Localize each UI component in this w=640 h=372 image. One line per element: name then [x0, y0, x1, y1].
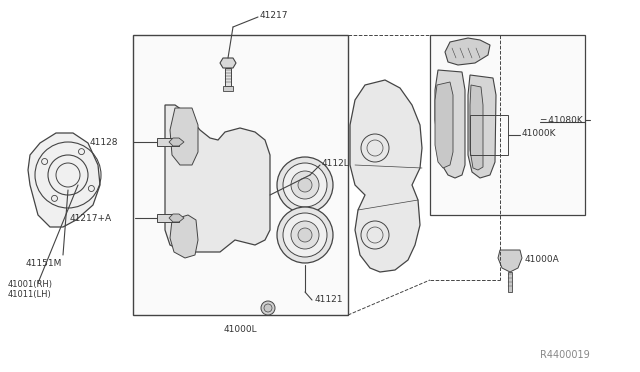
Bar — [225, 68, 231, 86]
Circle shape — [261, 301, 275, 315]
Circle shape — [298, 228, 312, 242]
Polygon shape — [169, 138, 184, 146]
Polygon shape — [468, 75, 496, 178]
Polygon shape — [498, 250, 522, 272]
Circle shape — [277, 157, 333, 213]
Polygon shape — [28, 133, 100, 227]
Circle shape — [291, 171, 319, 199]
Circle shape — [298, 178, 312, 192]
Bar — [470, 115, 508, 155]
Circle shape — [283, 213, 327, 257]
Polygon shape — [445, 38, 490, 65]
Polygon shape — [435, 82, 453, 168]
Text: 41000A: 41000A — [525, 256, 560, 264]
Polygon shape — [350, 80, 422, 272]
Text: 41217: 41217 — [260, 10, 289, 19]
Text: 41151M: 41151M — [26, 259, 62, 267]
Text: 41001(RH): 41001(RH) — [8, 280, 53, 289]
Polygon shape — [165, 105, 270, 252]
Circle shape — [291, 221, 319, 249]
Bar — [508, 272, 512, 292]
Text: R4400019: R4400019 — [540, 350, 589, 360]
Circle shape — [264, 304, 272, 312]
Bar — [430, 35, 585, 215]
Bar — [157, 138, 179, 146]
Text: ─ 41080K: ─ 41080K — [540, 115, 583, 125]
Text: 41000L: 41000L — [223, 324, 257, 334]
Polygon shape — [170, 215, 198, 258]
Circle shape — [283, 163, 327, 207]
Polygon shape — [169, 214, 184, 222]
Circle shape — [277, 207, 333, 263]
Bar — [133, 35, 348, 315]
Text: 41128: 41128 — [90, 138, 118, 147]
Text: 41011(LH): 41011(LH) — [8, 291, 52, 299]
Text: 41121: 41121 — [315, 295, 344, 305]
Text: 41000K: 41000K — [522, 128, 557, 138]
Polygon shape — [435, 70, 465, 178]
Polygon shape — [170, 108, 198, 165]
Bar — [223, 86, 233, 91]
Text: 41217+A: 41217+A — [70, 214, 112, 222]
Polygon shape — [220, 58, 236, 68]
Polygon shape — [470, 85, 483, 170]
Bar — [157, 214, 179, 222]
Text: 4112L: 4112L — [322, 158, 349, 167]
